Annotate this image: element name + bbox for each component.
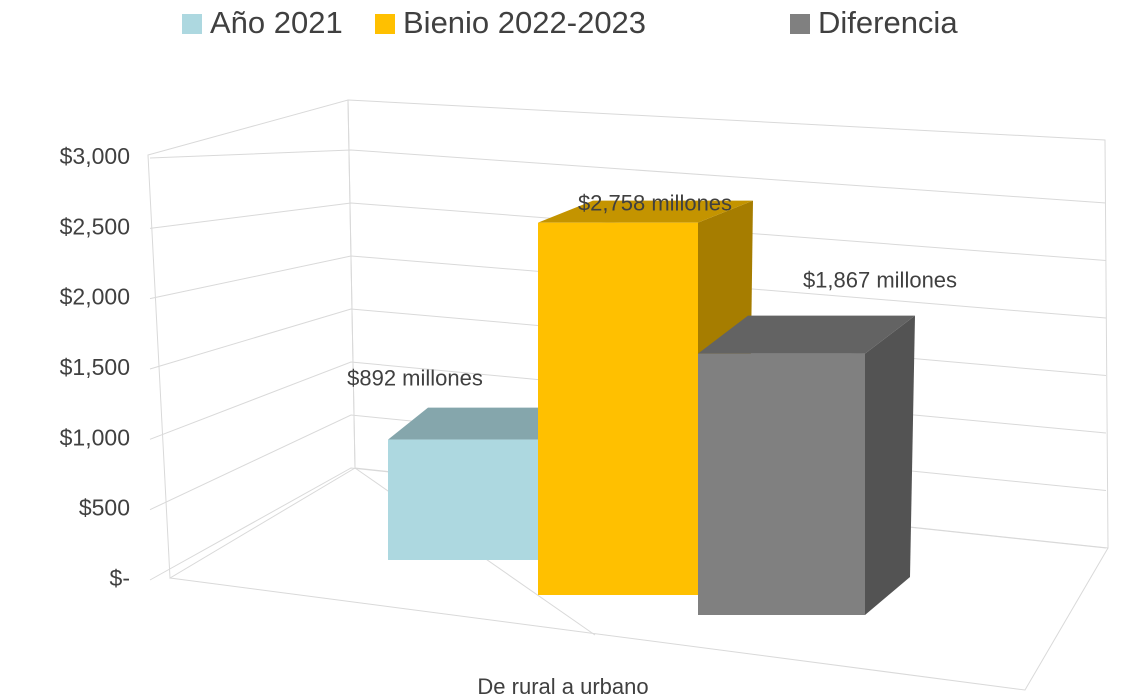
y-tick-label: $2,000 bbox=[60, 284, 130, 310]
value-label: $2,758 millones bbox=[578, 190, 732, 215]
grid-line bbox=[149, 149, 1107, 204]
legend-swatch bbox=[790, 14, 810, 34]
y-tick-label: $- bbox=[110, 565, 130, 591]
value-label: $1,867 millones bbox=[803, 267, 957, 292]
legend-swatch bbox=[375, 14, 395, 34]
bar-side bbox=[865, 315, 915, 615]
bar bbox=[538, 222, 698, 596]
y-tick-label: $3,000 bbox=[60, 143, 130, 169]
floor bbox=[169, 547, 1109, 691]
bar bbox=[388, 439, 540, 560]
bar-top bbox=[698, 315, 915, 354]
y-tick-label: $1,500 bbox=[60, 354, 130, 380]
category-label: De rural a urbano bbox=[477, 674, 648, 699]
grid-line bbox=[149, 202, 1107, 261]
legend-label: Año 2021 bbox=[210, 5, 343, 40]
legend-label: Bienio 2022-2023 bbox=[403, 5, 646, 40]
bar-top bbox=[538, 200, 753, 223]
grid-line bbox=[149, 255, 1107, 319]
y-tick-label: $2,500 bbox=[60, 213, 130, 239]
y-tick-label: $500 bbox=[79, 495, 130, 521]
legend-swatch bbox=[182, 14, 202, 34]
legend-label: Diferencia bbox=[818, 5, 958, 40]
y-tick-label: $1,000 bbox=[60, 424, 130, 450]
bar bbox=[698, 353, 865, 615]
value-label: $892 millones bbox=[347, 365, 483, 390]
bar-top bbox=[388, 407, 580, 440]
